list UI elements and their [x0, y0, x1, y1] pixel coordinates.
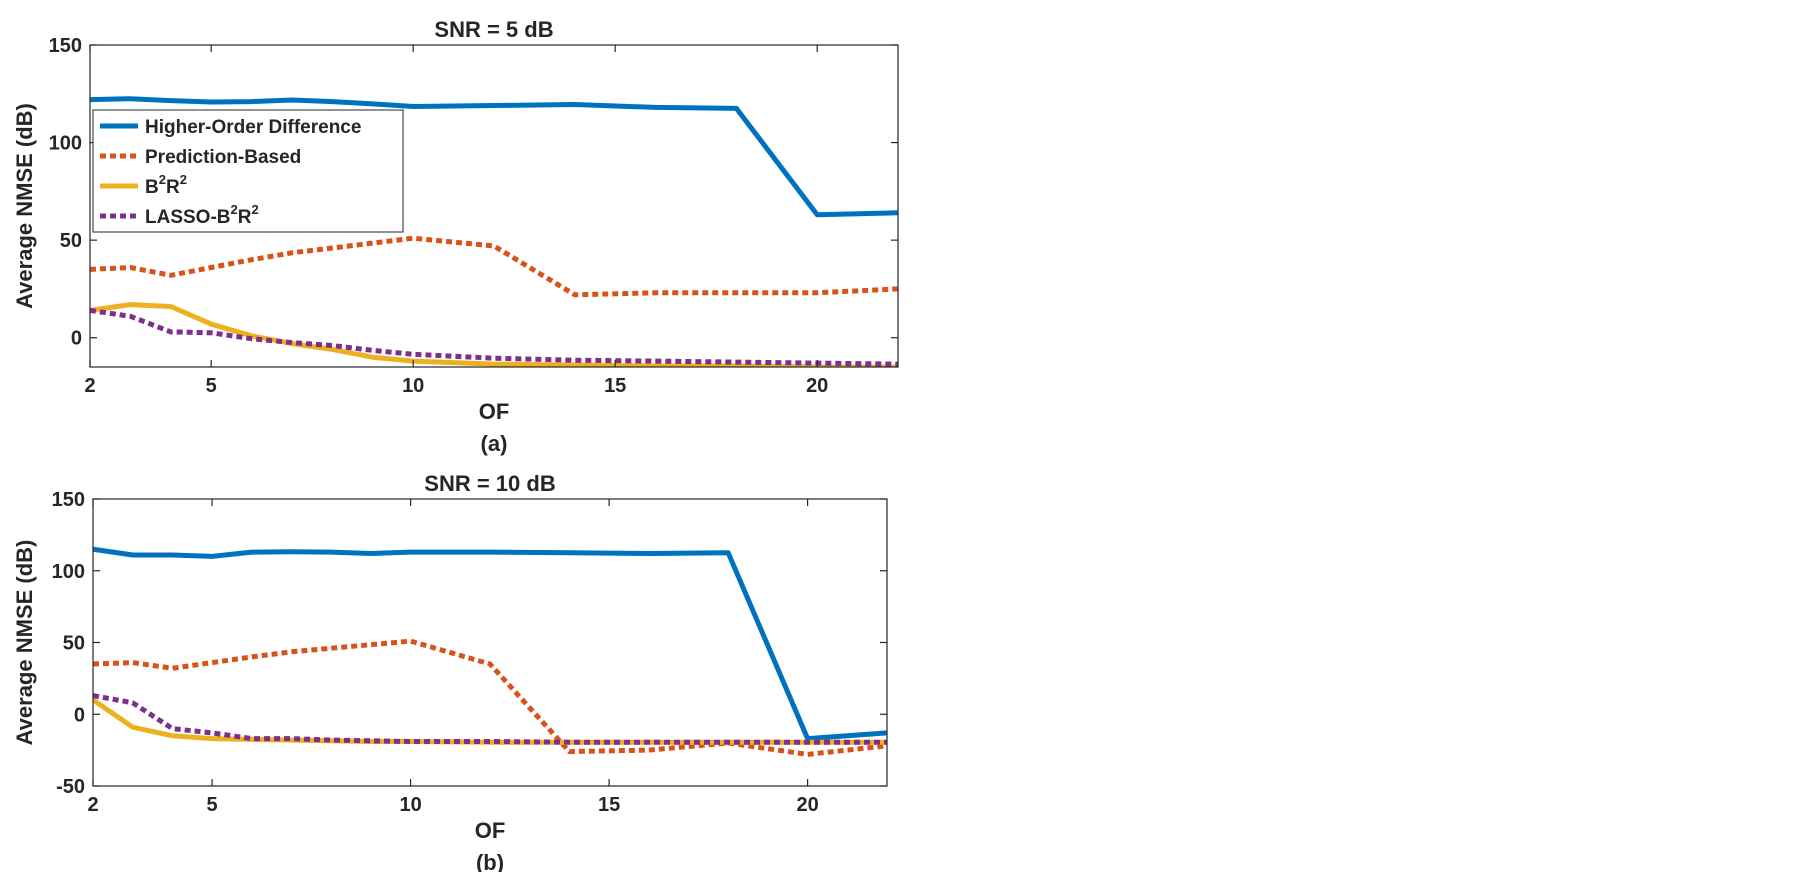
x-tick-label: 20: [796, 794, 818, 816]
y-tick-label: 150: [52, 489, 85, 511]
x-tick-label: 20: [806, 375, 828, 397]
x-tick-label: 15: [598, 794, 620, 816]
y-tick-label: -50: [56, 776, 85, 798]
x-tick-label: 10: [399, 794, 421, 816]
plot-area: [93, 546, 887, 757]
legend-entry: LASSO-B2R2: [145, 202, 259, 228]
series-line-higher-order-difference: [93, 546, 887, 742]
x-tick-label: 5: [206, 375, 217, 397]
legend-entry-part: Higher-Order Difference: [145, 117, 361, 138]
chart-snr-10db: 2 5 10 15 20 -50 0 50 100 150 SNR = 10 dB OF (b) Aver…: [12, 471, 888, 872]
legend-entry-part: Prediction-Based: [145, 147, 301, 168]
legend-entry: Higher-Order Difference: [145, 117, 361, 138]
series-line-higher-order-difference: [90, 96, 898, 218]
legend-entry-part: 2: [231, 202, 238, 217]
chart-title: SNR = 10 dB: [424, 471, 555, 496]
series-line-b2r2: [93, 697, 887, 745]
x-axis-label: OF: [475, 818, 506, 843]
y-axis-label: Average NMSE (dB): [12, 540, 37, 746]
legend-box: [92, 109, 404, 233]
legend-entry: B2R2: [145, 172, 187, 198]
y-tick-label: 100: [52, 561, 85, 583]
x-tick-label: 10: [402, 375, 424, 397]
y-tick-label: 150: [49, 35, 82, 57]
legend-entry-part: 2: [180, 172, 187, 187]
series-line-b2r2: [90, 302, 898, 367]
series-line-prediction-based: [90, 235, 898, 298]
series-line-lasso-b2r2: [93, 693, 887, 745]
legend-entry-part: R: [238, 207, 252, 228]
chart-title: SNR = 5 dB: [434, 17, 553, 42]
x-tick-label: 15: [604, 375, 626, 397]
legend: Higher-Order Difference Prediction-Based B…: [92, 109, 404, 233]
figure-caption: (a): [481, 431, 508, 456]
axes-box: [89, 44, 899, 368]
legend-entry-part: 2: [251, 202, 258, 217]
x-tick-label: 5: [207, 794, 218, 816]
legend-entry: Prediction-Based: [145, 147, 301, 168]
chart-snr-5db: 2 5 10 15 20 0 50 100 150 SNR = 5 dB OF (a) Average …: [12, 17, 899, 456]
legend-entry-part: LASSO-B: [145, 207, 231, 228]
plot-area: [90, 96, 898, 367]
y-tick-label: 0: [74, 704, 85, 726]
y-tick-label: 50: [60, 230, 82, 252]
x-tick-label: 2: [84, 375, 95, 397]
series-line-prediction-based: [93, 638, 887, 757]
y-tick-label: 50: [63, 633, 85, 655]
x-axis-label: OF: [479, 399, 510, 424]
x-tick-label: 2: [87, 794, 98, 816]
y-tick-label: 100: [49, 133, 82, 155]
series-line-lasso-b2r2: [90, 307, 898, 367]
figure-caption: (b): [476, 850, 504, 872]
y-axis-label: Average NMSE (dB): [12, 103, 37, 309]
legend-entry-part: 2: [159, 172, 166, 187]
legend-entry-part: R: [166, 177, 180, 198]
y-tick-label: 0: [71, 328, 82, 350]
legend-entry-part: B: [145, 177, 159, 198]
